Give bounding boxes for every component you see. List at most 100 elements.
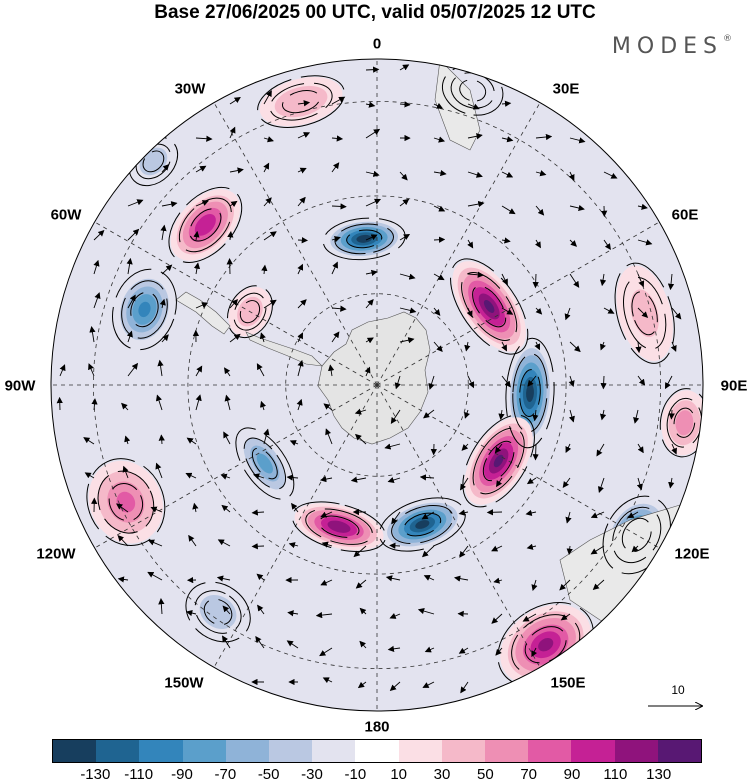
wind-arrow — [365, 234, 378, 241]
wind-arrow — [423, 575, 435, 581]
wind-arrow — [565, 511, 572, 524]
wind-arrow — [389, 681, 401, 692]
wind-arrow — [458, 647, 469, 654]
wind-arrow — [569, 273, 580, 288]
colorbar-tick-label: -50 — [257, 766, 280, 783]
wind-arrow — [501, 205, 516, 215]
wind-arrow — [501, 307, 514, 315]
colorbar-swatch — [96, 740, 140, 762]
wind-arrow — [229, 96, 241, 105]
wind-arrow — [466, 307, 473, 318]
streamline-ring — [305, 508, 373, 545]
streamline-ring — [512, 353, 548, 433]
lon-label-60e: 60E — [671, 206, 699, 224]
wind-arrow — [297, 196, 306, 207]
streamline-ring — [614, 262, 675, 364]
positive-anomaly — [170, 189, 240, 261]
streamline-ring — [281, 90, 321, 114]
wind-arrow — [193, 230, 200, 241]
wind-arrow — [253, 473, 265, 480]
wind-arrow — [391, 511, 401, 525]
wind-arrow — [493, 577, 503, 584]
wind-arrow — [127, 294, 136, 309]
wind-arrow — [564, 307, 571, 321]
wind-arrow — [532, 273, 539, 289]
lon-label-0: 0 — [372, 35, 382, 53]
wind-arrow — [287, 610, 299, 617]
wind-arrow — [637, 443, 644, 454]
wind-arrow — [321, 541, 333, 548]
lon-label-150e: 150E — [550, 674, 586, 692]
wind-arrow — [91, 398, 98, 411]
wind-arrow — [399, 307, 417, 314]
meridian-line — [376, 102, 541, 386]
positive-anomaly — [294, 503, 384, 551]
wind-arrow — [526, 543, 537, 550]
wind-arrow — [93, 292, 101, 309]
wind-arrow — [320, 475, 333, 483]
meridian-line — [376, 384, 541, 668]
wind-arrow — [394, 375, 401, 390]
wind-arrow — [459, 545, 469, 558]
wind-arrow — [155, 394, 163, 411]
wind-arrow — [322, 677, 333, 684]
streamline-ring — [112, 268, 177, 351]
wind-arrow — [568, 375, 575, 388]
wind-arrow — [433, 136, 446, 143]
wind-arrow — [433, 169, 447, 177]
streamline-ring — [346, 229, 383, 249]
wind-arrow — [263, 197, 272, 207]
wind-arrow — [417, 608, 435, 615]
meridian-line — [213, 102, 378, 386]
wind-arrow — [390, 409, 401, 424]
colorbar — [52, 739, 702, 763]
anomaly-contour — [327, 520, 351, 533]
wind-arrow — [501, 237, 511, 244]
wind-arrow — [399, 273, 416, 280]
wind-arrow — [568, 171, 575, 181]
wind-arrow — [603, 171, 618, 179]
wind-arrow — [315, 611, 333, 619]
wind-arrow — [288, 542, 299, 549]
wind-arrow — [534, 341, 541, 351]
streamline-ring — [472, 427, 525, 495]
wind-arrow — [229, 126, 236, 139]
colorbar-tick-label: 70 — [520, 766, 537, 783]
wind-arrow — [467, 239, 474, 249]
colorbar-swatch — [398, 740, 442, 762]
anomaly-contour — [199, 594, 237, 630]
negative-anomaly — [187, 583, 249, 641]
anomaly-contour — [356, 234, 373, 243]
modes-logo: MODES® — [612, 34, 732, 59]
streamline-ring — [189, 208, 222, 242]
wind-arrow — [161, 201, 178, 208]
wind-arrow — [84, 472, 95, 479]
wind-arrow — [467, 133, 483, 140]
wind-arrow — [568, 409, 575, 423]
wind-arrow — [355, 579, 367, 589]
wind-arrow — [93, 229, 105, 241]
wind-arrow — [297, 100, 311, 107]
anomaly-contour — [526, 384, 534, 403]
africa-tip — [434, 59, 481, 151]
streamline-ring — [251, 447, 278, 480]
streamline-ring — [121, 280, 168, 339]
wind-arrow — [256, 363, 265, 377]
wind-arrow — [365, 66, 380, 73]
wind-arrow — [161, 163, 170, 173]
wind-arrow — [453, 575, 469, 582]
wind-arrow — [286, 640, 299, 649]
wind-arrow — [223, 431, 231, 445]
wind-arrow — [229, 167, 244, 174]
anomaly-contour — [493, 454, 504, 468]
colorbar-swatch — [571, 740, 615, 762]
colorbar-swatch — [657, 740, 702, 762]
wind-arrow — [671, 307, 682, 320]
lon-label-120e: 120E — [674, 545, 710, 563]
wind-arrow — [251, 509, 265, 516]
wind-arrow — [150, 506, 163, 513]
wind-arrow — [596, 443, 605, 457]
anomaly-contour — [415, 520, 430, 529]
wind-arrow — [433, 102, 444, 109]
wind-arrow — [535, 205, 545, 216]
